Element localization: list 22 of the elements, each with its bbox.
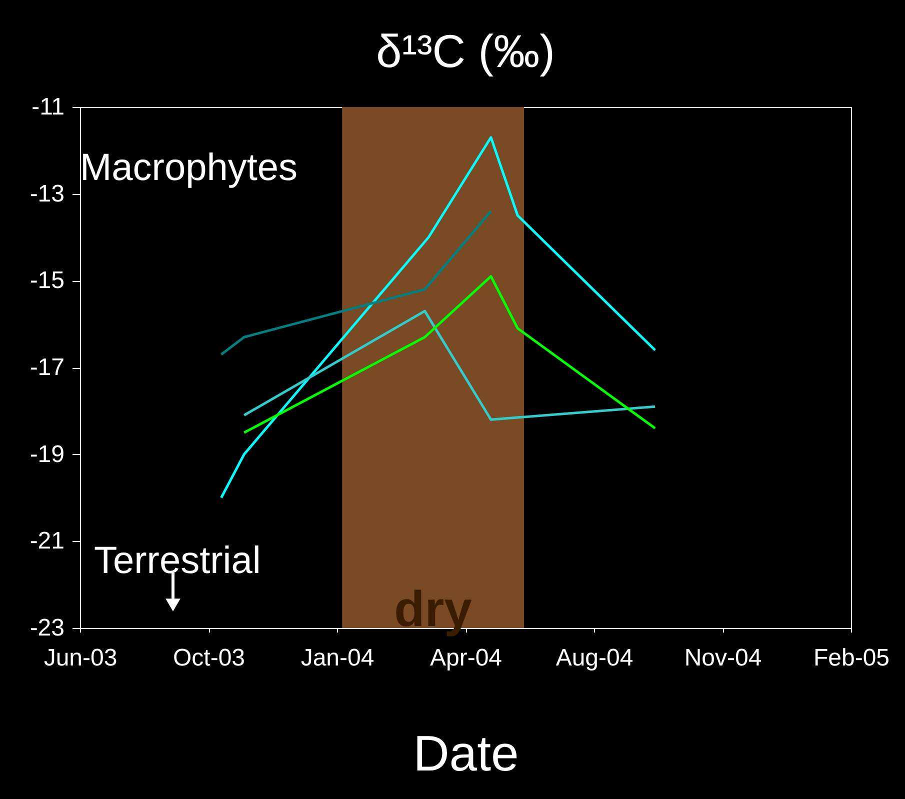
x-tick-label: Jun-03 xyxy=(44,644,118,672)
line-series xyxy=(220,210,492,356)
x-tick-label: Oct-03 xyxy=(172,644,246,672)
x-tick-label: Aug-04 xyxy=(556,644,634,672)
band-label: dry xyxy=(394,581,472,637)
annotation: Macrophytes xyxy=(80,147,298,189)
y-tick-label: -15 xyxy=(30,267,64,294)
y-tick-label: -17 xyxy=(30,354,64,381)
chart-title: δ¹³C (‰) xyxy=(376,25,555,77)
annotation: Terrestrial xyxy=(94,540,261,582)
x-tick-label: Feb-05 xyxy=(813,644,890,672)
y-tick-label: -19 xyxy=(30,440,64,468)
y-tick-label: -23 xyxy=(30,614,64,642)
x-axis-title: Date xyxy=(413,726,519,782)
x-tick-label: Apr-04 xyxy=(430,644,502,672)
x-tick-label: Jan-04 xyxy=(300,644,374,672)
line-series xyxy=(242,275,656,434)
y-tick-label: -13 xyxy=(30,180,64,208)
y-tick-label: -21 xyxy=(30,528,64,555)
x-tick-label: Nov-04 xyxy=(684,644,762,672)
y-tick-label: -11 xyxy=(32,94,64,120)
line-series xyxy=(242,310,656,421)
